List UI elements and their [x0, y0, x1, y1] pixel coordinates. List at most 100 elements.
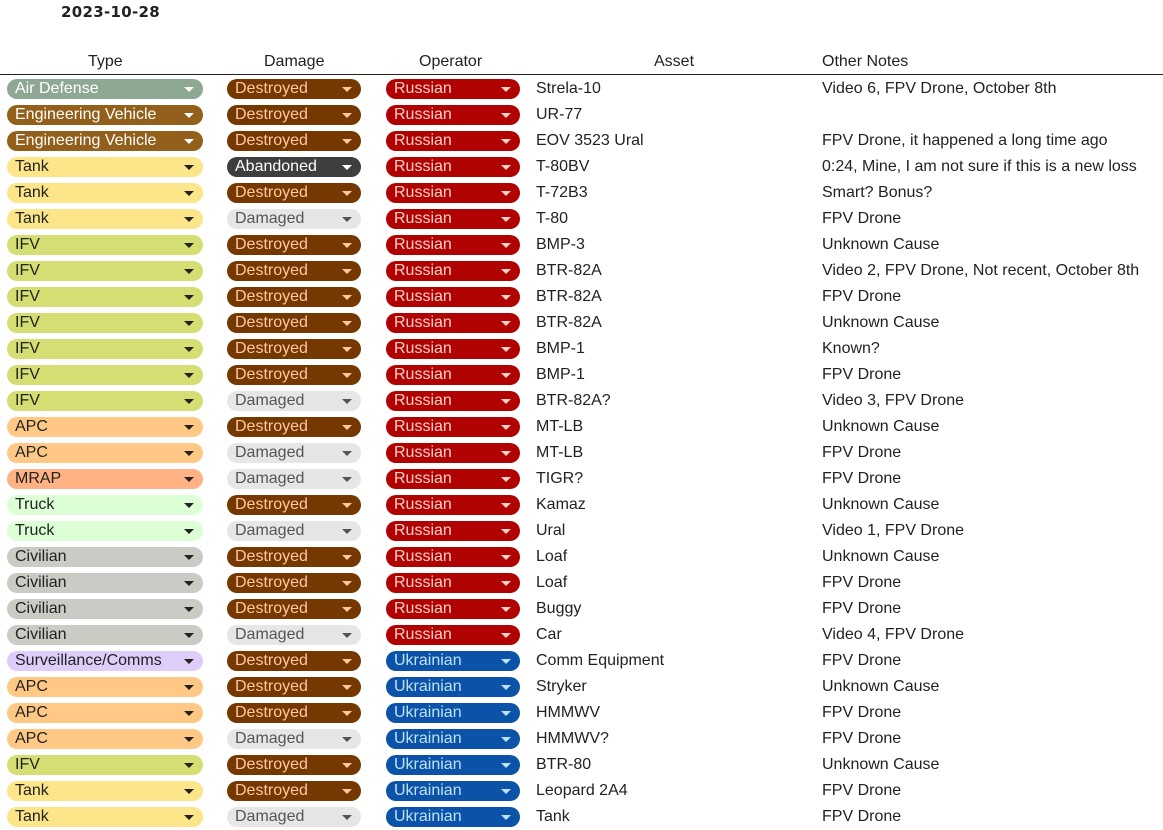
damage-dropdown[interactable]: Destroyed	[227, 235, 361, 255]
type-dropdown[interactable]: Tank	[7, 183, 203, 203]
asset-cell[interactable]: UR-77	[536, 106, 583, 123]
triangle-down-icon[interactable]	[501, 399, 511, 404]
triangle-down-icon[interactable]	[501, 295, 511, 300]
triangle-down-icon[interactable]	[342, 347, 352, 352]
type-dropdown[interactable]: Tank	[7, 157, 203, 177]
triangle-down-icon[interactable]	[184, 425, 194, 430]
triangle-down-icon[interactable]	[342, 321, 352, 326]
triangle-down-icon[interactable]	[342, 607, 352, 612]
type-dropdown[interactable]: IFV	[7, 287, 203, 307]
asset-cell[interactable]: TIGR?	[536, 470, 584, 487]
operator-dropdown[interactable]: Russian	[386, 131, 520, 151]
triangle-down-icon[interactable]	[184, 659, 194, 664]
triangle-down-icon[interactable]	[184, 347, 194, 352]
triangle-down-icon[interactable]	[184, 789, 194, 794]
damage-dropdown[interactable]: Damaged	[227, 807, 361, 827]
notes-cell[interactable]: FPV Drone	[822, 288, 902, 305]
type-dropdown[interactable]: APC	[7, 677, 203, 697]
notes-cell[interactable]: 0:24, Mine, I am not sure if this is a n…	[822, 158, 1137, 175]
damage-dropdown[interactable]: Damaged	[227, 209, 361, 229]
notes-cell[interactable]: Video 6, FPV Drone, October 8th	[822, 80, 1057, 97]
asset-cell[interactable]: Comm Equipment	[536, 652, 665, 669]
triangle-down-icon[interactable]	[184, 451, 194, 456]
notes-cell[interactable]: Video 2, FPV Drone, Not recent, October …	[822, 262, 1140, 279]
triangle-down-icon[interactable]	[342, 165, 352, 170]
damage-dropdown[interactable]: Destroyed	[227, 547, 361, 567]
triangle-down-icon[interactable]	[501, 87, 511, 92]
asset-cell[interactable]: BMP-3	[536, 236, 585, 253]
asset-cell[interactable]: MT-LB	[536, 418, 584, 435]
damage-dropdown[interactable]: Damaged	[227, 729, 361, 749]
type-dropdown[interactable]: Civilian	[7, 573, 203, 593]
triangle-down-icon[interactable]	[342, 373, 352, 378]
damage-dropdown[interactable]: Destroyed	[227, 287, 361, 307]
operator-dropdown[interactable]: Russian	[386, 365, 520, 385]
triangle-down-icon[interactable]	[184, 113, 194, 118]
triangle-down-icon[interactable]	[184, 711, 194, 716]
operator-dropdown[interactable]: Russian	[386, 521, 520, 541]
operator-dropdown[interactable]: Russian	[386, 391, 520, 411]
operator-dropdown[interactable]: Russian	[386, 417, 520, 437]
type-dropdown[interactable]: Truck	[7, 495, 203, 515]
type-dropdown[interactable]: Truck	[7, 521, 203, 541]
operator-dropdown[interactable]: Russian	[386, 599, 520, 619]
operator-dropdown[interactable]: Russian	[386, 157, 520, 177]
operator-dropdown[interactable]: Russian	[386, 261, 520, 281]
notes-cell[interactable]: FPV Drone	[822, 210, 902, 227]
triangle-down-icon[interactable]	[501, 243, 511, 248]
type-dropdown[interactable]: IFV	[7, 755, 203, 775]
damage-dropdown[interactable]: Destroyed	[227, 313, 361, 333]
triangle-down-icon[interactable]	[501, 503, 511, 508]
triangle-down-icon[interactable]	[342, 191, 352, 196]
operator-dropdown[interactable]: Russian	[386, 547, 520, 567]
operator-dropdown[interactable]: Russian	[386, 339, 520, 359]
notes-cell[interactable]: FPV Drone	[822, 782, 902, 799]
triangle-down-icon[interactable]	[501, 373, 511, 378]
damage-dropdown[interactable]: Destroyed	[227, 339, 361, 359]
notes-cell[interactable]: FPV Drone	[822, 808, 902, 825]
triangle-down-icon[interactable]	[184, 243, 194, 248]
triangle-down-icon[interactable]	[184, 581, 194, 586]
damage-dropdown[interactable]: Destroyed	[227, 417, 361, 437]
notes-cell[interactable]: Unknown Cause	[822, 678, 940, 695]
operator-dropdown[interactable]: Ukrainian	[386, 651, 520, 671]
notes-cell[interactable]: FPV Drone	[822, 470, 902, 487]
triangle-down-icon[interactable]	[501, 477, 511, 482]
notes-cell[interactable]: Unknown Cause	[822, 756, 940, 773]
asset-cell[interactable]: BMP-1	[536, 366, 585, 383]
triangle-down-icon[interactable]	[342, 685, 352, 690]
triangle-down-icon[interactable]	[501, 191, 511, 196]
type-dropdown[interactable]: Engineering Vehicle	[7, 131, 203, 151]
triangle-down-icon[interactable]	[501, 321, 511, 326]
notes-cell[interactable]: FPV Drone	[822, 444, 902, 461]
type-dropdown[interactable]: IFV	[7, 365, 203, 385]
operator-dropdown[interactable]: Ukrainian	[386, 729, 520, 749]
triangle-down-icon[interactable]	[342, 87, 352, 92]
asset-cell[interactable]: Strela-10	[536, 80, 601, 97]
operator-dropdown[interactable]: Russian	[386, 469, 520, 489]
triangle-down-icon[interactable]	[501, 763, 511, 768]
asset-cell[interactable]: Leopard 2A4	[536, 782, 628, 799]
damage-dropdown[interactable]: Destroyed	[227, 261, 361, 281]
triangle-down-icon[interactable]	[501, 451, 511, 456]
triangle-down-icon[interactable]	[342, 295, 352, 300]
triangle-down-icon[interactable]	[501, 139, 511, 144]
asset-cell[interactable]: BMP-1	[536, 340, 585, 357]
triangle-down-icon[interactable]	[342, 711, 352, 716]
type-dropdown[interactable]: Civilian	[7, 599, 203, 619]
operator-dropdown[interactable]: Russian	[386, 235, 520, 255]
notes-cell[interactable]: Known?	[822, 340, 880, 357]
notes-cell[interactable]: Unknown Cause	[822, 496, 940, 513]
triangle-down-icon[interactable]	[501, 685, 511, 690]
damage-dropdown[interactable]: Damaged	[227, 521, 361, 541]
asset-cell[interactable]: Loaf	[536, 574, 568, 591]
damage-dropdown[interactable]: Damaged	[227, 443, 361, 463]
operator-dropdown[interactable]: Russian	[386, 209, 520, 229]
triangle-down-icon[interactable]	[501, 711, 511, 716]
triangle-down-icon[interactable]	[501, 269, 511, 274]
type-dropdown[interactable]: IFV	[7, 235, 203, 255]
asset-cell[interactable]: Tank	[536, 808, 570, 825]
triangle-down-icon[interactable]	[184, 763, 194, 768]
triangle-down-icon[interactable]	[184, 321, 194, 326]
triangle-down-icon[interactable]	[342, 659, 352, 664]
